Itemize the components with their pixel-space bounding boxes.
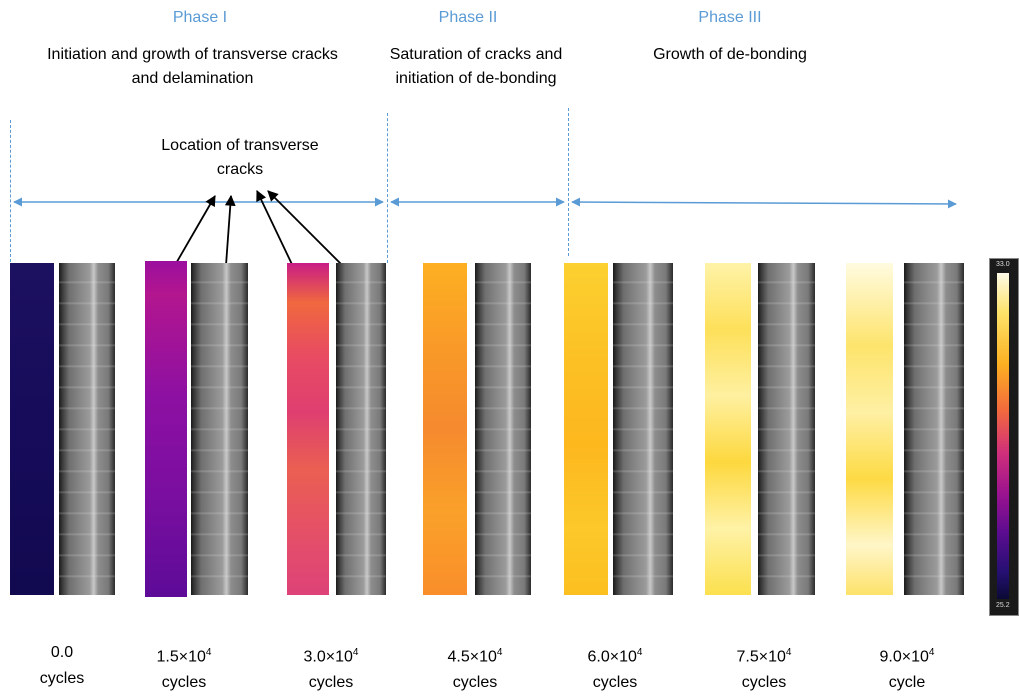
phase-3-description: Growth of de-bonding xyxy=(630,43,830,67)
thermal-strip-4 xyxy=(564,263,608,595)
phase-boundary-1-2 xyxy=(387,113,388,263)
crack-annotation-line1: Location of transverse xyxy=(161,137,319,154)
phase-2-description: Saturation of cracks and initiation of d… xyxy=(376,43,576,91)
crack-location-annotation: Location of transverse cracks xyxy=(140,134,340,182)
thermal-strip-3 xyxy=(423,263,467,595)
phase-boundary-2-3 xyxy=(568,108,569,256)
cycle-count-0: 0.0 xyxy=(50,644,74,661)
specimen-photo-2 xyxy=(336,263,386,595)
phase-2-description-line2: initiation of de-bonding xyxy=(395,70,557,87)
colorbar-gradient xyxy=(997,273,1009,599)
phase-2-title: Phase II xyxy=(438,9,498,26)
phase-3-title: Phase III xyxy=(698,9,762,26)
cycle-unit-0: cycles xyxy=(39,670,85,687)
cycle-unit-6: cycle xyxy=(888,674,926,692)
thermal-strip-0 xyxy=(10,263,54,595)
phase-2-description-line1: Saturation of cracks and xyxy=(389,46,563,63)
cycle-label-1: 1.5×104 cycles xyxy=(139,640,229,696)
cycle-label-4: 6.0×104 cycles xyxy=(570,640,660,696)
thermal-strip-2 xyxy=(287,263,329,595)
phase-boundary-left xyxy=(10,120,11,262)
cycle-count-3: 4.5×104 xyxy=(447,647,503,666)
cycle-count-6: 9.0×104 xyxy=(879,647,935,666)
cycle-unit-2: cycles xyxy=(308,674,354,692)
cycle-count-5: 7.5×104 xyxy=(736,647,792,666)
cycle-unit-1: cycles xyxy=(161,674,207,692)
phase-1-description: Initiation and growth of transverse crac… xyxy=(20,43,365,91)
crack-annotation-line2: cracks xyxy=(216,161,264,178)
specimen-photo-5 xyxy=(758,263,815,595)
cycle-unit-3: cycles xyxy=(452,674,498,692)
thermal-strip-1 xyxy=(145,261,187,597)
cycle-count-4: 6.0×104 xyxy=(587,647,643,666)
temperature-colorbar: 33.0 25.2 xyxy=(989,258,1019,616)
colorbar-max-label: 33.0 xyxy=(996,261,1010,268)
phase-1-description-line2: and delamination xyxy=(131,70,254,87)
cycle-label-3: 4.5×104 cycles xyxy=(430,640,520,696)
cycle-label-5: 7.5×104 cycles xyxy=(719,640,809,696)
cycle-unit-5: cycles xyxy=(741,674,787,692)
colorbar-min-label: 25.2 xyxy=(996,602,1010,609)
specimen-photo-0 xyxy=(59,263,115,595)
cycle-count-2: 3.0×104 xyxy=(303,647,359,666)
specimen-photo-3 xyxy=(475,263,531,595)
specimen-photo-1 xyxy=(191,263,248,595)
thermal-strip-5 xyxy=(705,263,751,595)
cycle-label-6: 9.0×104 cycle xyxy=(862,640,952,696)
cycle-label-2: 3.0×104 cycles xyxy=(286,640,376,696)
phase-3-description-line1: Growth of de-bonding xyxy=(653,46,807,63)
cycle-label-0: 0.0 cycles xyxy=(17,640,107,692)
cycle-count-1: 1.5×104 xyxy=(156,647,212,666)
specimen-photo-4 xyxy=(613,263,673,595)
phase-1-title: Phase I xyxy=(172,9,228,26)
thermal-strip-6 xyxy=(846,263,893,595)
specimen-photo-6 xyxy=(904,263,964,595)
cycle-unit-4: cycles xyxy=(592,674,638,692)
phase-1-description-line1: Initiation and growth of transverse crac… xyxy=(47,46,338,63)
phase-3-span-arrow xyxy=(571,197,957,209)
